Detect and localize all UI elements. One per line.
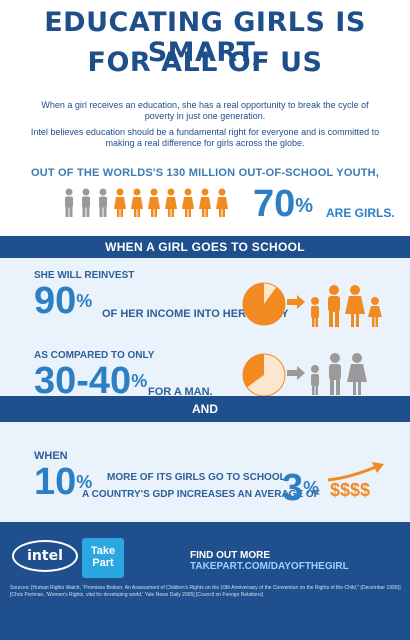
compare-tail: FOR A MAN. bbox=[148, 386, 213, 398]
youth-figures bbox=[62, 188, 229, 222]
gdp-percent: 3% bbox=[282, 468, 319, 508]
person-gray-icon bbox=[99, 188, 107, 217]
family-gray-icon bbox=[311, 353, 367, 395]
youth-percent-value: 70 bbox=[253, 183, 296, 225]
compare-label: AS COMPARED TO ONLY bbox=[34, 350, 155, 361]
gdp-section bbox=[0, 422, 410, 522]
arrow-right-icon bbox=[287, 366, 305, 380]
person-orange-icon bbox=[199, 188, 211, 217]
girls-value: 10 bbox=[34, 461, 77, 503]
sources: Sources: [Human Rights Watch, "Promises … bbox=[10, 585, 401, 598]
compare-sign: % bbox=[131, 371, 148, 391]
compare-pie-chart bbox=[242, 353, 286, 397]
girls-percent: 10% bbox=[34, 462, 92, 502]
find-out-more-label: FIND OUT MORE bbox=[190, 550, 270, 561]
gdp-line-2: A COUNTRY'S GDP INCREASES AN AVERAGE OF bbox=[82, 489, 320, 500]
reinvest-pie-chart bbox=[242, 282, 286, 326]
compare-value: 30-40 bbox=[34, 360, 132, 402]
youth-percent-sign: % bbox=[295, 195, 314, 217]
growth-arrow-icon bbox=[327, 462, 384, 482]
girls-sign: % bbox=[76, 472, 93, 492]
youth-tail: ARE GIRLS. bbox=[326, 206, 395, 220]
takepart-logo-line2: Part bbox=[92, 557, 114, 569]
footer bbox=[0, 522, 410, 640]
person-orange-icon bbox=[114, 188, 126, 217]
school-band: WHEN A GIRL GOES TO SCHOOL bbox=[0, 236, 410, 258]
reinvest-sign: % bbox=[76, 291, 93, 311]
reinvest-label: SHE WILL REINVEST bbox=[34, 270, 135, 281]
header: EDUCATING GIRLS IS SMART, FOR ALL OF US bbox=[0, 0, 410, 100]
person-orange-icon bbox=[182, 188, 194, 217]
takepart-link[interactable]: TAKEPART.COM/DAYOFTHEGIRL bbox=[190, 561, 349, 572]
person-orange-icon bbox=[216, 188, 228, 217]
intro-paragraph-1: When a girl receives an education, she h… bbox=[41, 100, 369, 121]
money-signs: $$$$ bbox=[330, 480, 371, 500]
person-gray-icon bbox=[82, 188, 90, 217]
title-line-1: EDUCATING GIRLS IS SMART, bbox=[44, 7, 366, 68]
find-out-more: FIND OUT MORE TAKEPART.COM/DAYOFTHEGIRL bbox=[190, 550, 410, 572]
gdp-value: 3 bbox=[282, 467, 304, 509]
title-line-2: FOR ALL OF US bbox=[87, 47, 323, 78]
youth-percent: 70% bbox=[253, 184, 313, 224]
school-section bbox=[0, 258, 410, 396]
arrow-right-icon bbox=[287, 295, 305, 309]
person-orange-icon bbox=[131, 188, 143, 217]
takepart-logo: Take Part bbox=[82, 538, 124, 578]
youth-headline: OUT OF THE WORLDS'S 130 MILLION OUT-OF-S… bbox=[30, 167, 380, 179]
reinvest-percent: 90% bbox=[34, 281, 92, 321]
pie-slice-reinvest bbox=[243, 283, 285, 325]
takepart-logo-line1: Take bbox=[90, 545, 116, 557]
person-gray-icon bbox=[65, 188, 73, 217]
and-label: AND bbox=[183, 397, 227, 421]
pie-slice-compare bbox=[243, 354, 264, 388]
school-band-label: WHEN A GIRL GOES TO SCHOOL bbox=[105, 240, 305, 254]
family-orange-icon bbox=[311, 285, 382, 327]
intro-paragraph-2: Intel believes education should be a fun… bbox=[30, 127, 380, 148]
reinvest-tail: OF HER INCOME INTO HER FAMILY bbox=[102, 308, 289, 320]
person-orange-icon bbox=[165, 188, 177, 217]
reinvest-value: 90 bbox=[34, 280, 77, 322]
compare-percent: 30-40% bbox=[34, 361, 147, 401]
gdp-when-label: WHEN bbox=[34, 450, 68, 462]
intel-logo: intel bbox=[12, 540, 78, 572]
person-orange-icon bbox=[148, 188, 160, 217]
gdp-sign: % bbox=[303, 478, 320, 498]
gdp-line-1: MORE OF ITS GIRLS GO TO SCHOOL, bbox=[107, 472, 289, 483]
